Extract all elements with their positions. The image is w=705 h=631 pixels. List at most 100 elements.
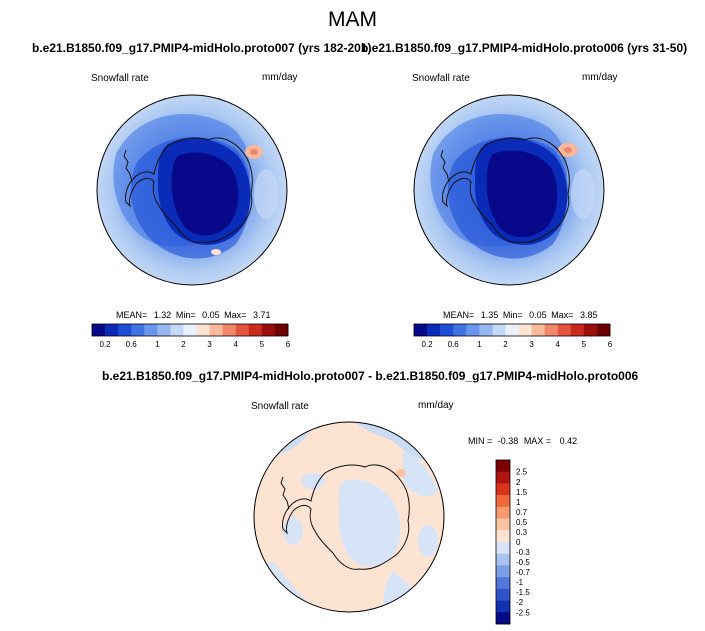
panel-2-colorbar-tick-label: 1	[477, 340, 482, 349]
panel-1-colorbar-swatch	[274, 324, 289, 336]
diff-colorbar-swatch	[496, 565, 510, 578]
diff-colorbar-swatch	[496, 530, 510, 543]
diff-units-label: mm/day	[418, 400, 454, 411]
panel-2-colorbar-swatch	[414, 324, 428, 336]
diff-colorbar-swatch	[496, 600, 510, 613]
diff-colorbar-swatch	[496, 612, 510, 625]
diff-colorbar-swatch	[496, 495, 510, 508]
min-label: Min=	[175, 310, 196, 320]
panel-1-colorbar: 0.2 0.6 1 2 3 4 5 6	[91, 323, 291, 349]
panel-2-colorbar-swatch	[583, 324, 598, 336]
diff-min-label: MIN =	[468, 436, 493, 446]
panel-1-colorbar-swatch	[157, 324, 171, 336]
panel-2-colorbar-swatch	[557, 324, 572, 336]
diff-colorbar-swatch	[496, 460, 510, 473]
diff-variable-label: Snowfall rate	[251, 401, 309, 412]
panel-1-colorbar-swatch	[118, 324, 132, 336]
panel-1-coastline	[125, 137, 253, 243]
panel-2-title: b.e21.B1850.f09_g17.PMIP4-midHolo.proto0…	[361, 41, 688, 55]
diff-colorbar-swatch	[496, 518, 510, 531]
panel-1-colorbar-swatch	[92, 324, 106, 336]
max-value: 3.85	[579, 310, 598, 320]
panel-2-variable-label: Snowfall rate	[412, 73, 470, 84]
max-label: Max=	[551, 310, 574, 320]
panel-1-variable-label: Snowfall rate	[91, 73, 149, 84]
panel-2-colorbar-tick-label: 2	[503, 340, 508, 349]
diff-colorbar-tick-label: 2	[516, 478, 521, 487]
mean-label: MEAN=	[116, 310, 148, 320]
panel-2-coastline	[442, 137, 570, 243]
diff-colorbar-tick-label: 1	[516, 498, 521, 507]
panel-2-colorbar-swatch	[596, 324, 611, 336]
diff-colorbar-tick-label: 0.7	[516, 508, 528, 517]
panel-1-colorbar-swatch	[235, 324, 250, 336]
panel-2-colorbar-tick-label: 6	[608, 340, 613, 349]
diff-colorbar-tick-label: -1	[516, 578, 524, 587]
panel-1-colorbar-tick-label: 0.2	[100, 340, 112, 349]
diff-colorbar-tick-label: 0.3	[516, 528, 528, 537]
panel-2-colorbar-frame	[413, 323, 611, 337]
diff-colorbar-tick-label: 0	[516, 538, 521, 547]
min-label: Min=	[502, 310, 523, 320]
panel-2-colorbar-tick-label: 5	[582, 340, 587, 349]
panel-2-stats: MEAN= 1.35 Min= 0.05 Max= 3.85	[443, 310, 597, 320]
diff-colorbar-swatch	[496, 577, 510, 590]
panel-2-colorbar-swatch	[570, 324, 585, 336]
diff-panel-title: b.e21.B1850.f09_g17.PMIP4-midHolo.proto0…	[102, 369, 639, 383]
panel-1-colorbar-tick-label: 6	[286, 340, 291, 349]
diff-max-value: 0.42	[559, 436, 578, 446]
panel-2-colorbar: 0.2 0.6 1 2 3 4 5 6	[413, 323, 613, 349]
panel-1-title: b.e21.B1850.f09_g17.PMIP4-midHolo.proto0…	[32, 41, 372, 55]
diff-colorbar-swatch	[496, 506, 510, 519]
panel-1-colorbar-swatch	[261, 324, 276, 336]
panel-1-colorbar-tick-label: 2	[181, 340, 186, 349]
panel-2-colorbar-swatch	[518, 324, 532, 336]
panel-1-colorbar-frame	[91, 323, 289, 337]
diff-max-label: MAX =	[523, 436, 552, 446]
diff-colorbar-swatch	[496, 588, 510, 601]
diff-colorbar-swatch	[496, 483, 510, 496]
max-value: 3.71	[252, 310, 271, 320]
panel-1-colorbar-swatch	[105, 324, 119, 336]
panel-1-colorbar-tick-label: 3	[207, 340, 212, 349]
panel-2-colorbar-swatch	[466, 324, 480, 336]
diff-min-value: -0.38	[497, 436, 519, 446]
diff-coastline	[282, 464, 410, 570]
panel-1-colorbar-swatch	[131, 324, 145, 336]
panel-1-colorbar-swatch	[196, 324, 210, 336]
diff-colorbar-tick-label: -2.5	[516, 608, 530, 617]
panel-2-colorbar-tick-label: 0.6	[448, 340, 460, 349]
diff-map	[253, 421, 445, 613]
mean-label: MEAN=	[443, 310, 475, 320]
diff-colorbar: 2.521.510.70.50.30-0.3-0.5-0.7-1-1.5-2-2…	[495, 459, 530, 625]
panel-1-stats: MEAN= 1.32 Min= 0.05 Max= 3.71	[116, 310, 270, 320]
panel-1-colorbar-tick-label: 0.6	[126, 340, 138, 349]
min-value: 0.05	[529, 310, 547, 320]
panel-2-map	[413, 94, 605, 286]
panel-2-units-label: mm/day	[582, 72, 618, 83]
panel-1-colorbar-swatch	[144, 324, 158, 336]
diff-colorbar-swatch	[496, 553, 510, 566]
panel-2-colorbar-tick-label: 3	[529, 340, 534, 349]
diff-colorbar-tick-label: -0.3	[516, 548, 530, 557]
diff-colorbar-tick-label: 2.5	[516, 468, 528, 477]
panel-1-colorbar-swatch	[222, 324, 237, 336]
diff-colorbar-tick-label: -2	[516, 598, 524, 607]
panel-1-colorbar-swatch	[248, 324, 263, 336]
panel-2-colorbar-swatch	[479, 324, 493, 336]
panel-2-colorbar-swatch	[531, 324, 545, 336]
panel-2-colorbar-tick-label: 0.2	[422, 340, 434, 349]
panel-2-colorbar-swatch	[505, 324, 519, 336]
mean-value: 1.35	[480, 310, 499, 320]
min-value: 0.05	[202, 310, 220, 320]
panel-1-colorbar-tick-label: 1	[155, 340, 160, 349]
panel-1-colorbar-swatch	[183, 324, 197, 336]
diff-colorbar-swatch	[496, 471, 510, 484]
max-label: Max=	[224, 310, 247, 320]
diff-colorbar-tick-label: 0.5	[516, 518, 528, 527]
diff-colorbar-tick-label: -1.5	[516, 588, 530, 597]
mean-value: 1.32	[153, 310, 172, 320]
panel-1-colorbar-tick-label: 4	[234, 340, 239, 349]
panel-2-colorbar-swatch	[440, 324, 454, 336]
diff-stats: MIN = -0.38 MAX = 0.42	[468, 436, 577, 446]
